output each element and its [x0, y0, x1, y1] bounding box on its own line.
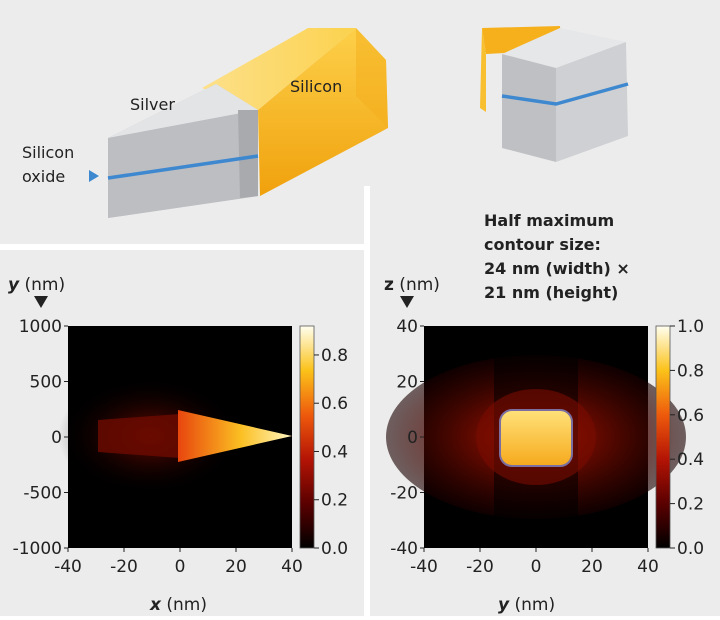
- left-y-tick-label: 0: [51, 428, 62, 448]
- label-silicon: Silicon: [290, 77, 342, 96]
- left-y-axis-arrow-icon: [34, 296, 48, 308]
- annotation-line1: Half maximum: [484, 211, 614, 230]
- left-colorbar-tick-label: 0.0: [321, 539, 348, 559]
- annotation-line4: 21 nm (height): [484, 283, 618, 302]
- right-colorbar-tick-label: 0.6: [677, 406, 704, 426]
- left-x-tick-label: 0: [175, 557, 186, 577]
- left-x-tick-label: -20: [110, 557, 138, 577]
- left-colorbar-tick-label: 0.2: [321, 491, 348, 511]
- left-colorbar: [299, 325, 315, 549]
- right-y-tick-label: 0: [407, 428, 418, 448]
- panel-divider-v: [364, 186, 370, 616]
- right-colorbar-tick-label: 0.0: [677, 539, 704, 559]
- label-silver: Silver: [130, 95, 175, 114]
- right-heatmap-mode-contour: [499, 409, 573, 467]
- left-y-tick-label: -1000: [13, 539, 62, 559]
- left-heatmap: [58, 326, 292, 548]
- left-x-tick-label: -40: [54, 557, 82, 577]
- right-heatmap: [386, 326, 686, 548]
- left-x-axis-label: x (nm): [149, 595, 207, 615]
- left-colorbar-tick-label: 0.4: [321, 442, 348, 462]
- right-colorbar-tick-label: 0.4: [677, 450, 704, 470]
- panel-divider-h: [0, 244, 370, 250]
- right-x-axis-label: y (nm): [498, 595, 555, 615]
- right-y-tick-label: -40: [390, 539, 418, 559]
- right-x-tick-label: 0: [531, 557, 542, 577]
- right-plot-panel: Half maximum contour size: 24 nm (width)…: [370, 186, 720, 616]
- left-colorbar-tick-label: 0.8: [321, 346, 348, 366]
- left-plot-panel: y (nm) 1000 500 0 -500 -1000 -40 -20 0 20 40 x (…: [0, 250, 364, 616]
- left-y-tick-label: -500: [23, 484, 62, 504]
- left-colorbar-tick-label: 0.6: [321, 394, 348, 414]
- silver-taper: [107, 84, 259, 218]
- cross-section-device: [480, 26, 629, 162]
- right-x-tick-label: -40: [410, 557, 438, 577]
- right-y-tick-label: 40: [396, 317, 418, 337]
- left-y-tick-label: 500: [30, 373, 62, 393]
- right-x-tick-label: 40: [637, 557, 659, 577]
- right-colorbar-tick-label: 1.0: [677, 317, 704, 337]
- right-colorbar-tick-label: 0.2: [677, 495, 704, 515]
- left-x-tick-label: 20: [225, 557, 247, 577]
- right-y-axis-arrow-icon: [400, 296, 414, 308]
- right-y-tick-label: 20: [396, 373, 418, 393]
- left-x-tick-label: 40: [281, 557, 303, 577]
- right-colorbar-tick-label: 0.8: [677, 361, 704, 381]
- right-y-axis-label: z (nm): [384, 275, 440, 295]
- left-y-axis-label: y (nm): [8, 275, 65, 295]
- silicon-waveguide: [202, 28, 388, 196]
- oxide-pointer-icon: [89, 170, 99, 182]
- right-x-tick-label: 20: [581, 557, 603, 577]
- left-heatmap-beam: [178, 410, 292, 462]
- annotation-line2: contour size:: [484, 235, 601, 254]
- right-y-tick-label: -20: [390, 484, 418, 504]
- label-silicon-oxide-line2: oxide: [22, 167, 65, 186]
- cross-section-oxide-line: [501, 82, 629, 106]
- annotation-line3: 24 nm (width) ×: [484, 259, 630, 278]
- right-colorbar: [655, 325, 671, 549]
- oxide-gap-line: [107, 154, 259, 180]
- left-y-tick-label: 1000: [19, 317, 62, 337]
- label-silicon-oxide-line1: Silicon: [22, 143, 74, 162]
- right-x-tick-label: -20: [466, 557, 494, 577]
